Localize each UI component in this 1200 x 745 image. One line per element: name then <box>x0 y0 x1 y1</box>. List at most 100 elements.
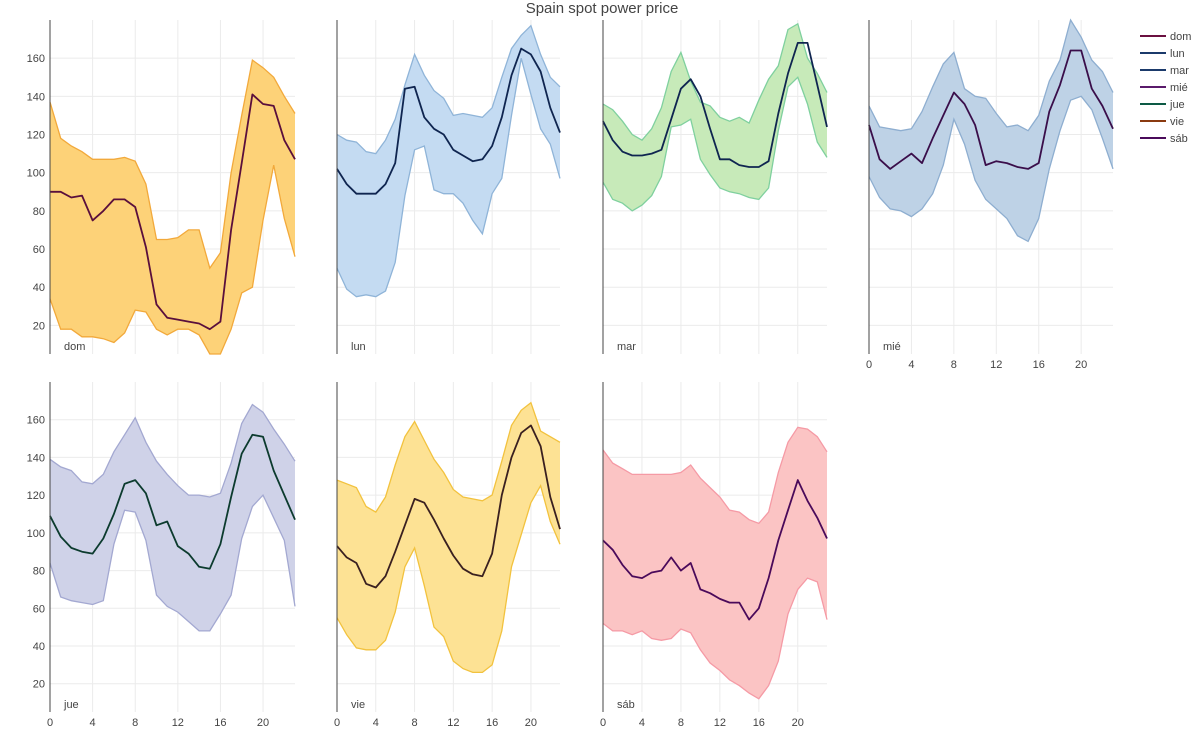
band-lower-dom <box>49 164 296 355</box>
panel-vie: vie 0 4 8 12 16 20 <box>334 382 561 729</box>
panel-mié: mié 0 4 8 12 16 20 <box>866 18 1114 371</box>
series-line-dom <box>50 93 296 331</box>
band-sáb <box>603 427 827 699</box>
band-upper-dom <box>49 58 296 270</box>
legend-label: sáb <box>1170 133 1188 145</box>
band-mar <box>603 23 827 211</box>
y-tick-label: 80 <box>33 206 45 218</box>
band-lower-mar <box>602 76 828 212</box>
panel-label: sáb <box>617 699 635 711</box>
x-tick-label: 0 <box>600 717 606 729</box>
panel-label: mié <box>883 341 901 353</box>
x-tick-label: 16 <box>1033 359 1045 371</box>
y-tick-label: 120 <box>27 490 45 502</box>
x-tick-label: 12 <box>990 359 1002 371</box>
y-tick-label: 120 <box>27 130 45 142</box>
x-tick-label: 12 <box>714 717 726 729</box>
legend-label: vie <box>1170 116 1184 128</box>
panel-dom: dom 20 40 60 80 100 120 140 160 <box>27 20 296 355</box>
y-tick-label: 100 <box>27 168 45 180</box>
panel-label: jue <box>63 699 79 711</box>
x-tick-label: 4 <box>373 717 379 729</box>
panel-jue: jue 20 40 60 80 100 120 140 160 0 4 8 12 16 20 <box>27 382 296 729</box>
x-tick-label: 8 <box>678 717 684 729</box>
band-upper-lun <box>336 24 561 155</box>
legend-label: dom <box>1170 31 1191 43</box>
series-line-sáb <box>602 479 828 621</box>
legend-label: mar <box>1170 65 1189 77</box>
x-tick-label: 4 <box>908 359 914 371</box>
band-upper-mié <box>868 18 1114 132</box>
band-jue <box>50 404 295 631</box>
x-tick-label: 20 <box>1075 359 1087 371</box>
series-line-jue <box>49 433 296 570</box>
y-tick-label: 40 <box>33 282 45 294</box>
panel-label: lun <box>351 341 366 353</box>
x-tick-label: 12 <box>172 717 184 729</box>
legend-item-jue[interactable]: jue <box>1140 99 1185 111</box>
x-tick-label: 8 <box>132 717 138 729</box>
legend-item-vie[interactable]: vie <box>1140 116 1184 128</box>
x-tick-label: 4 <box>90 717 96 729</box>
x-tick-label: 8 <box>412 717 418 729</box>
y-tick-label: 160 <box>27 53 45 65</box>
legend-label: lun <box>1170 48 1185 60</box>
x-tick-label: 20 <box>257 717 269 729</box>
x-tick-label: 0 <box>334 717 340 729</box>
x-tick-label: 16 <box>214 717 226 729</box>
y-tick-label: 100 <box>27 528 45 540</box>
y-tick-label: 20 <box>33 679 45 691</box>
band-dom <box>50 60 295 354</box>
legend-item-mié[interactable]: mié <box>1140 82 1188 94</box>
panel-mar: mar <box>602 20 828 354</box>
series-line-vie <box>336 424 561 589</box>
band-lower-lun <box>336 58 561 298</box>
band-mié <box>869 20 1113 242</box>
band-upper-vie <box>336 401 561 513</box>
series-line-mié <box>868 49 1114 170</box>
band-upper-sáb <box>602 426 828 525</box>
legend-item-mar[interactable]: mar <box>1140 65 1189 77</box>
panel-label: dom <box>64 341 85 353</box>
band-vie <box>337 402 560 673</box>
y-tick-label: 60 <box>33 603 45 615</box>
legend-label: mié <box>1170 82 1188 94</box>
series-line-mar <box>602 42 828 168</box>
x-tick-label: 16 <box>486 717 498 729</box>
legend-label: jue <box>1169 99 1185 111</box>
legend-item-sáb[interactable]: sáb <box>1140 133 1188 145</box>
panel-lun: lun <box>336 20 561 354</box>
y-tick-label: 140 <box>27 91 45 103</box>
legend-item-lun[interactable]: lun <box>1140 48 1185 60</box>
legend[interactable]: dom lun mar mié jue vie sáb <box>1140 31 1191 145</box>
band-lower-jue <box>49 493 296 632</box>
y-tick-label: 20 <box>33 320 45 332</box>
panel-label: vie <box>351 699 365 711</box>
band-lower-vie <box>336 484 561 674</box>
x-tick-label: 0 <box>47 717 53 729</box>
y-tick-label: 60 <box>33 244 45 256</box>
band-lower-sáb <box>602 577 828 700</box>
chart-title: Spain spot power price <box>526 0 679 17</box>
y-tick-label: 160 <box>27 415 45 427</box>
band-upper-mar <box>602 22 828 142</box>
x-tick-label: 20 <box>525 717 537 729</box>
x-tick-label: 0 <box>866 359 872 371</box>
x-tick-label: 4 <box>639 717 645 729</box>
y-tick-label: 40 <box>33 641 45 653</box>
band-upper-jue <box>49 403 296 498</box>
x-tick-label: 20 <box>792 717 804 729</box>
band-lun <box>337 25 560 297</box>
x-tick-label: 8 <box>951 359 957 371</box>
x-tick-label: 12 <box>447 717 459 729</box>
legend-item-dom[interactable]: dom <box>1140 31 1191 43</box>
band-lower-mié <box>868 95 1114 243</box>
y-tick-label: 80 <box>33 566 45 578</box>
panel-label: mar <box>617 341 636 353</box>
panel-sáb: sáb 0 4 8 12 16 20 <box>600 382 828 729</box>
x-tick-label: 16 <box>753 717 765 729</box>
y-tick-label: 140 <box>27 452 45 464</box>
series-line-lun <box>336 47 561 195</box>
